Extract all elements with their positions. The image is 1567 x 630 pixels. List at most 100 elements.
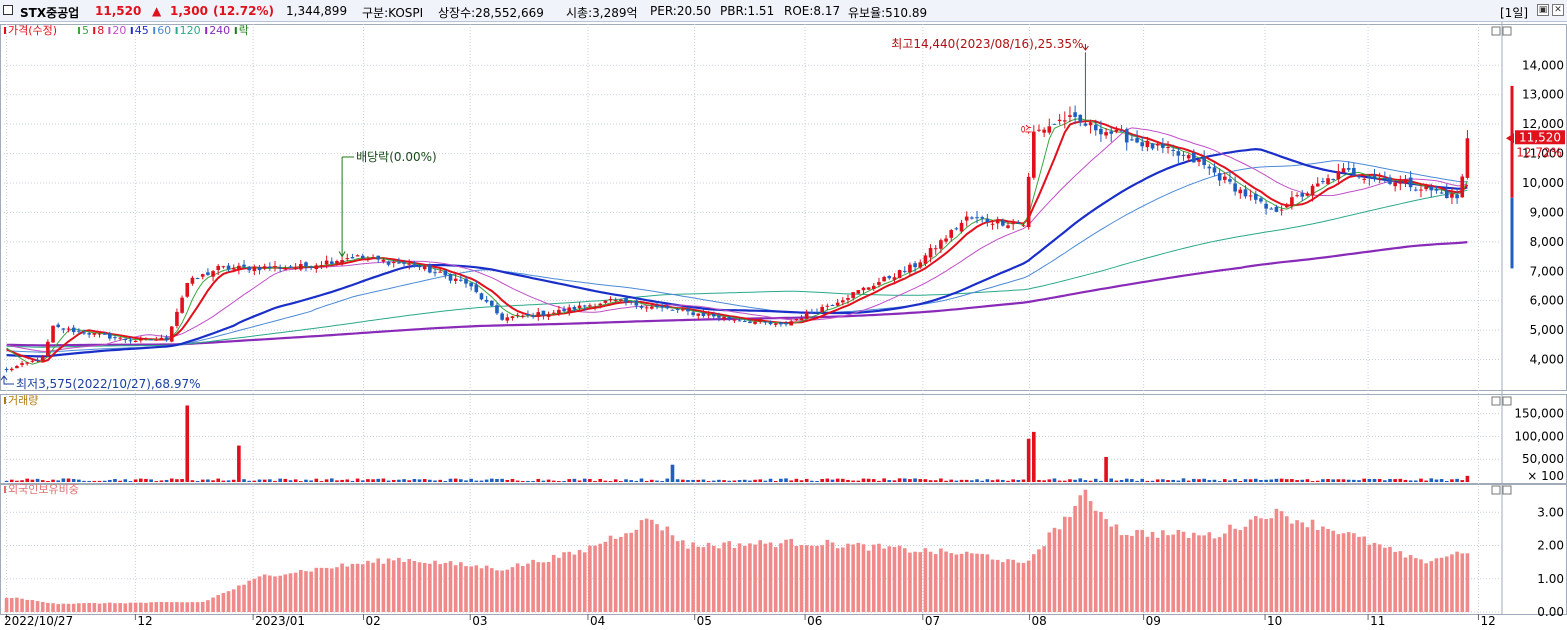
foreign-ratio-bar bbox=[567, 551, 572, 612]
foreign-ratio-bar bbox=[913, 551, 917, 612]
restore-icon[interactable]: ▣ bbox=[1537, 4, 1549, 16]
candle-body bbox=[841, 300, 845, 303]
volume-bar bbox=[216, 478, 221, 482]
candle-body bbox=[1398, 180, 1403, 184]
volume-bar bbox=[1207, 480, 1212, 482]
foreign-ratio-bar bbox=[861, 544, 866, 612]
candle-body bbox=[1011, 223, 1015, 225]
foreign-ratio-bar bbox=[1047, 532, 1052, 612]
volume-bar bbox=[20, 480, 24, 482]
stock-chart[interactable]: 4,000 5,000 6,000 7,000 8,000 9,000 10,000 11,0… bbox=[0, 22, 1567, 630]
volume-bar bbox=[768, 478, 773, 482]
last-price-label: 11,520 bbox=[1519, 130, 1561, 144]
candle-body bbox=[1114, 129, 1119, 132]
volume-bar bbox=[464, 480, 468, 482]
foreign-ratio-bar bbox=[1114, 524, 1119, 612]
volume-bar bbox=[975, 479, 979, 482]
foreign-ratio-bar bbox=[1228, 524, 1232, 612]
close-icon[interactable]: ✕ bbox=[1552, 4, 1564, 16]
volume-bar bbox=[1403, 479, 1408, 482]
volume-bar bbox=[737, 480, 742, 482]
foreign-ratio-bar bbox=[30, 599, 35, 612]
candle-body bbox=[644, 307, 649, 309]
foreign-tick-label: 1.00 bbox=[1537, 572, 1564, 586]
volume-bar bbox=[557, 481, 561, 482]
high-annotation: 최고14,440(2023/08/16),25.35% bbox=[891, 37, 1083, 51]
volume-bar bbox=[1057, 480, 1062, 482]
candle-body bbox=[1419, 189, 1423, 191]
volume-bar bbox=[428, 479, 432, 482]
candle-body bbox=[1155, 143, 1160, 146]
foreign-ratio-bar bbox=[933, 554, 938, 612]
foreign-ratio-bar bbox=[799, 545, 804, 612]
candle-body bbox=[1238, 189, 1243, 194]
volume-bar bbox=[851, 480, 855, 482]
price-tick-label: 7,000 bbox=[1530, 264, 1564, 278]
stock-name[interactable]: STX중공업 bbox=[20, 6, 80, 20]
volume-bar bbox=[1377, 478, 1382, 482]
volume-bar bbox=[1011, 479, 1015, 482]
foreign-ratio-bar bbox=[1424, 563, 1428, 612]
foreign-ratio-bar bbox=[25, 599, 30, 612]
foreign-ratio-bar bbox=[1197, 535, 1201, 612]
foreign-ratio-bar bbox=[892, 547, 897, 612]
foreign-ratio-bar bbox=[133, 602, 138, 612]
select-checkbox[interactable] bbox=[3, 5, 13, 15]
volume-bar bbox=[1326, 479, 1330, 482]
panel-maximize-icon bbox=[1491, 485, 1501, 495]
candle-body bbox=[149, 339, 153, 341]
foreign-ratio-bar bbox=[464, 566, 468, 612]
candle-body bbox=[459, 279, 463, 281]
volume-bar bbox=[299, 481, 303, 482]
foreign-ratio-bar bbox=[980, 553, 985, 612]
candle-body bbox=[1021, 225, 1026, 227]
volume-tick-label: 150,000 bbox=[1514, 407, 1564, 421]
candle-body bbox=[892, 277, 897, 280]
volume-bar bbox=[138, 478, 143, 482]
volume-bar bbox=[526, 480, 530, 482]
volume-bar bbox=[1006, 480, 1010, 482]
foreign-ratio-bar bbox=[1403, 557, 1408, 612]
candle-body bbox=[680, 309, 685, 311]
ma60-line bbox=[6, 160, 1468, 353]
candle-body bbox=[830, 305, 835, 307]
last-price-box bbox=[1515, 130, 1565, 145]
foreign-ratio-bar bbox=[1026, 560, 1031, 612]
volume-bar bbox=[489, 478, 494, 482]
volume-bar bbox=[686, 479, 690, 482]
volume-bar bbox=[964, 479, 969, 482]
foreign-ratio-bar bbox=[268, 575, 272, 612]
volume-bar bbox=[71, 479, 76, 482]
candle-body bbox=[846, 298, 850, 300]
foreign-ratio-bar bbox=[970, 553, 974, 612]
candle-body bbox=[128, 340, 133, 342]
candle-body bbox=[386, 261, 391, 265]
foreign-ratio-bar bbox=[288, 573, 293, 612]
foreign-ratio-bar bbox=[877, 543, 881, 612]
foreign-ratio-bar bbox=[20, 598, 24, 612]
candle-body bbox=[706, 314, 711, 316]
volume-bar bbox=[46, 481, 50, 482]
candle-body bbox=[1130, 139, 1134, 141]
legend-swatch bbox=[4, 27, 6, 34]
volume-bar bbox=[1186, 480, 1191, 482]
volume-bar bbox=[1171, 479, 1175, 482]
foreign-ratio-bar bbox=[92, 602, 97, 612]
foreign-ratio-bar bbox=[1408, 555, 1413, 612]
volume-bar bbox=[980, 480, 985, 482]
chart-header: STX중공업 11,520 ▲ 1,300 (12.72%) 1,344,899… bbox=[0, 0, 1567, 22]
candle-body bbox=[108, 333, 112, 339]
panel-close-icon bbox=[1502, 485, 1512, 495]
candle-body bbox=[340, 260, 344, 264]
foreign-ratio-bar bbox=[164, 602, 169, 612]
candle-body bbox=[722, 316, 726, 320]
candle-body bbox=[247, 266, 252, 271]
foreign-ratio-bar bbox=[598, 543, 603, 612]
volume-bar bbox=[56, 480, 61, 482]
period-selector[interactable]: [1일] bbox=[1500, 6, 1529, 20]
volume-unit-label: × 100 bbox=[1527, 469, 1564, 483]
foreign-ratio-bar bbox=[753, 544, 757, 612]
foreign-ratio-bar bbox=[541, 562, 546, 612]
volume-bar bbox=[1295, 480, 1299, 482]
volume-bar bbox=[469, 478, 473, 482]
